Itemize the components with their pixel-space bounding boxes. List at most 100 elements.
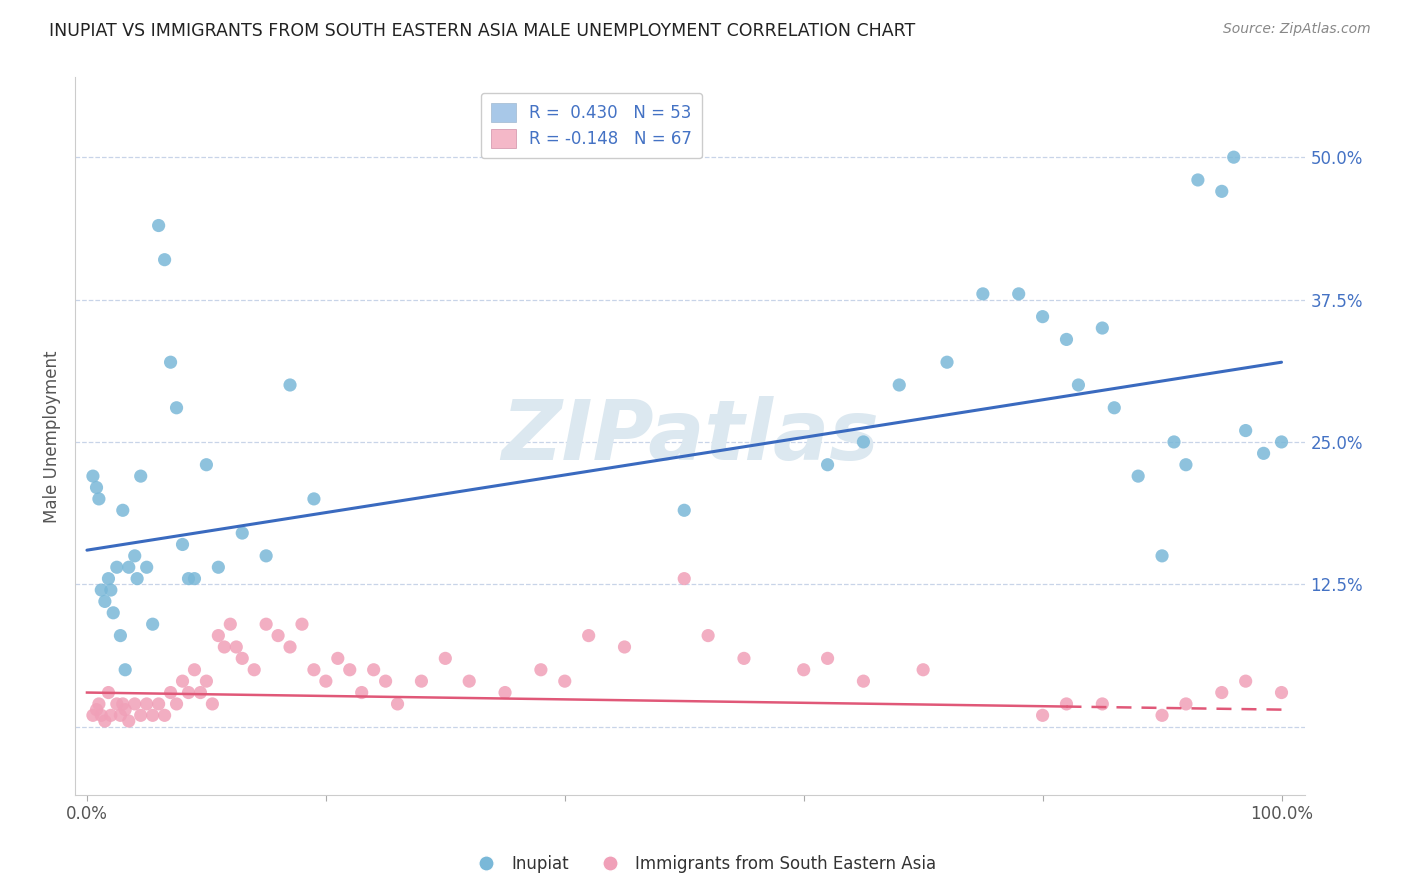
Point	[1211, 685, 1233, 699]
Point	[231, 526, 253, 541]
Point	[1163, 434, 1185, 449]
Point	[254, 617, 277, 632]
Point	[231, 651, 253, 665]
Point	[1091, 321, 1114, 335]
Legend: R =  0.430   N = 53, R = -0.148   N = 67: R = 0.430 N = 53, R = -0.148 N = 67	[481, 93, 703, 158]
Point	[103, 606, 125, 620]
Text: INUPIAT VS IMMIGRANTS FROM SOUTH EASTERN ASIA MALE UNEMPLOYMENT CORRELATION CHAR: INUPIAT VS IMMIGRANTS FROM SOUTH EASTERN…	[49, 22, 915, 40]
Point	[195, 674, 218, 689]
Point	[673, 503, 696, 517]
Text: ZIPatlas: ZIPatlas	[502, 396, 879, 476]
Point	[817, 458, 839, 472]
Point	[1270, 685, 1292, 699]
Point	[201, 697, 224, 711]
Point	[159, 685, 181, 699]
Point	[110, 708, 132, 723]
Point	[86, 703, 108, 717]
Point	[1056, 697, 1078, 711]
Point	[82, 708, 104, 723]
Point	[124, 549, 146, 563]
Point	[114, 703, 136, 717]
Point	[1091, 697, 1114, 711]
Point	[315, 674, 337, 689]
Point	[1056, 333, 1078, 347]
Point	[1128, 469, 1150, 483]
Point	[100, 582, 122, 597]
Point	[1008, 286, 1031, 301]
Point	[94, 594, 117, 608]
Point	[411, 674, 433, 689]
Point	[1253, 446, 1275, 460]
Point	[129, 708, 152, 723]
Point	[302, 491, 325, 506]
Text: Source: ZipAtlas.com: Source: ZipAtlas.com	[1223, 22, 1371, 37]
Point	[1150, 549, 1173, 563]
Point	[697, 629, 720, 643]
Point	[118, 560, 141, 574]
Point	[374, 674, 396, 689]
Point	[554, 674, 576, 689]
Point	[912, 663, 935, 677]
Point	[852, 674, 875, 689]
Point	[94, 714, 117, 728]
Point	[183, 663, 205, 677]
Point	[127, 572, 149, 586]
Point	[243, 663, 266, 677]
Point	[90, 582, 112, 597]
Point	[530, 663, 553, 677]
Point	[254, 549, 277, 563]
Legend: Inupiat, Immigrants from South Eastern Asia: Inupiat, Immigrants from South Eastern A…	[463, 848, 943, 880]
Point	[135, 697, 157, 711]
Point	[153, 252, 176, 267]
Point	[87, 491, 110, 506]
Point	[166, 401, 188, 415]
Point	[733, 651, 755, 665]
Point	[111, 503, 134, 517]
Point	[434, 651, 457, 665]
Point	[278, 378, 301, 392]
Point	[105, 697, 128, 711]
Point	[578, 629, 600, 643]
Point	[82, 469, 104, 483]
Point	[207, 629, 229, 643]
Point	[177, 685, 200, 699]
Point	[135, 560, 157, 574]
Point	[817, 651, 839, 665]
Point	[97, 572, 120, 586]
Point	[267, 629, 290, 643]
Point	[1174, 697, 1197, 711]
Point	[166, 697, 188, 711]
Point	[1234, 424, 1257, 438]
Point	[183, 572, 205, 586]
Point	[159, 355, 181, 369]
Point	[326, 651, 349, 665]
Point	[195, 458, 218, 472]
Point	[142, 617, 165, 632]
Point	[1211, 185, 1233, 199]
Point	[172, 537, 194, 551]
Point	[90, 708, 112, 723]
Point	[1067, 378, 1090, 392]
Point	[852, 434, 875, 449]
Point	[111, 697, 134, 711]
Point	[225, 640, 247, 654]
Point	[387, 697, 409, 711]
Point	[339, 663, 361, 677]
Point	[889, 378, 911, 392]
Point	[291, 617, 314, 632]
Point	[97, 685, 120, 699]
Point	[124, 697, 146, 711]
Point	[1187, 173, 1209, 187]
Point	[1032, 708, 1054, 723]
Point	[613, 640, 636, 654]
Point	[207, 560, 229, 574]
Point	[110, 629, 132, 643]
Point	[278, 640, 301, 654]
Point	[1270, 434, 1292, 449]
Point	[86, 481, 108, 495]
Point	[129, 469, 152, 483]
Point	[350, 685, 373, 699]
Point	[219, 617, 242, 632]
Point	[363, 663, 385, 677]
Point	[793, 663, 815, 677]
